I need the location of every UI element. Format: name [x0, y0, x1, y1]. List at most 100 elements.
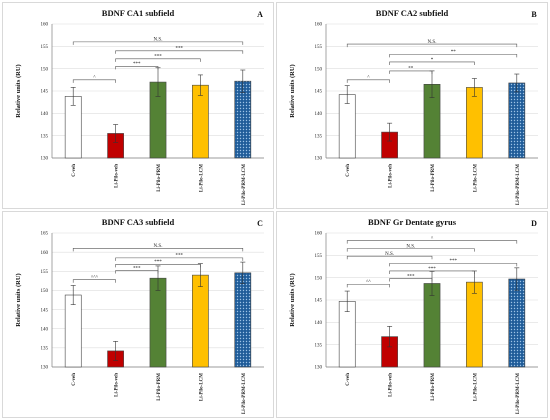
- significance-label: ^: [431, 236, 434, 241]
- y-tick-label: 155: [315, 45, 323, 50]
- bar: [508, 82, 526, 159]
- chart-frame: [276, 2, 548, 209]
- significance-label: ^: [367, 76, 370, 81]
- bar: [149, 277, 167, 368]
- bar: [234, 80, 252, 159]
- bar: [423, 283, 441, 368]
- significance-bracket: [389, 61, 475, 65]
- bar: [466, 281, 483, 368]
- y-tick-label: 140: [41, 112, 49, 117]
- significance-bracket: [115, 66, 159, 70]
- y-tick-label: 150: [41, 67, 49, 72]
- chart-title: BDNF CA2 subfield: [376, 8, 449, 18]
- chart-panel-c: 130 135 140 145 150 155 160 165 C-veh Li-Pilo-veh…: [2, 211, 274, 418]
- bar: [338, 94, 356, 159]
- y-tick-label: 155: [41, 45, 49, 50]
- significance-label: ***: [154, 55, 162, 60]
- y-tick-label: 150: [315, 276, 323, 281]
- significance-label: N.S.: [154, 38, 163, 43]
- y-tick-label: 130: [41, 157, 49, 162]
- x-category-label: Li-Pilo-LCM: [199, 164, 204, 192]
- y-tick-label: 145: [41, 308, 49, 313]
- significance-label: ***: [154, 260, 162, 265]
- significance-label: ***: [428, 267, 436, 272]
- significance-bracket: [346, 43, 518, 48]
- significance-label: *: [431, 58, 434, 63]
- y-axis-label: Relative units (RU): [289, 273, 296, 326]
- significance-bracket: [389, 54, 518, 58]
- y-tick-label: 150: [41, 289, 49, 294]
- bar: [64, 294, 82, 368]
- y-tick-label: 130: [315, 366, 323, 371]
- significance-bracket: [389, 270, 475, 274]
- chart-frame: [2, 211, 274, 418]
- panel-letter: C: [257, 219, 263, 228]
- significance-label: ***: [133, 62, 141, 67]
- bar-chart-svg: 130 135 140 145 150 155 160 C-veh Li-Pilo-veh Li-…: [276, 211, 548, 418]
- significance-label: ^: [93, 76, 96, 81]
- y-tick-label: 160: [315, 23, 323, 28]
- significance-label: ***: [407, 274, 415, 279]
- x-category-label: Li-Pilo-PRM-LCM: [242, 164, 247, 205]
- significance-bracket: [346, 248, 475, 252]
- x-category-label: C-veh: [72, 373, 77, 386]
- y-tick-label: 130: [41, 366, 49, 371]
- bar-chart-svg: 130 135 140 145 150 155 160 C-veh Li-Pilo-veh Li-…: [276, 2, 548, 209]
- x-category-label: Li-Pilo-PRM: [431, 164, 436, 192]
- y-tick-label: 160: [41, 251, 49, 256]
- significance-label: N.S.: [154, 244, 163, 249]
- y-tick-label: 145: [315, 90, 323, 95]
- significance-label: N.S.: [428, 40, 437, 45]
- panel-letter: D: [531, 219, 537, 228]
- chart-title: BDNF Gr Dentate gyrus: [368, 217, 457, 227]
- y-tick-label: 135: [315, 343, 323, 348]
- significance-bracket: [72, 248, 244, 252]
- y-tick-label: 165: [41, 232, 49, 237]
- y-tick-label: 145: [315, 299, 323, 304]
- significance-label: ^^: [366, 280, 371, 285]
- significance-bracket: [346, 240, 518, 244]
- x-category-label: Li-Pilo-PRM: [157, 373, 162, 401]
- x-category-label: Li-Pilo-PRM: [431, 373, 436, 401]
- chart-title: BDNF CA3 subfield: [102, 217, 175, 227]
- y-tick-label: 140: [315, 321, 323, 326]
- significance-bracket: [346, 255, 433, 260]
- significance-bracket: [115, 270, 159, 274]
- bar-chart-svg: 130 135 140 145 150 155 160 165 C-veh Li-Pilo-veh…: [2, 211, 274, 418]
- panel-letter: B: [531, 10, 537, 19]
- x-category-label: Li-Pilo-LCM: [473, 373, 478, 401]
- x-category-label: Li-Pilo-veh: [115, 373, 120, 397]
- chart-frame: [276, 211, 548, 418]
- x-category-label: C-veh: [346, 373, 351, 386]
- significance-bracket: [346, 79, 390, 83]
- significance-label: **: [408, 67, 414, 72]
- y-tick-label: 160: [41, 23, 49, 28]
- x-category-label: Li-Pilo-PRM-LCM: [516, 164, 521, 205]
- significance-bracket: [389, 278, 433, 282]
- x-category-label: C-veh: [346, 164, 351, 177]
- x-category-label: Li-Pilo-PRM-LCM: [242, 373, 247, 414]
- bar: [192, 274, 209, 368]
- y-tick-label: 135: [41, 134, 49, 139]
- bar-chart-svg: 130 135 140 145 150 155 160 C-veh Li-Pilo-veh Li-…: [2, 2, 274, 209]
- significance-label: ***: [133, 266, 141, 271]
- significance-bracket: [115, 50, 244, 54]
- significance-bracket: [72, 41, 244, 45]
- chart-panel-b: 130 135 140 145 150 155 160 C-veh Li-Pilo-veh Li-…: [276, 2, 548, 209]
- y-axis-label: Relative units (RU): [15, 273, 22, 326]
- x-category-label: Li-Pilo-LCM: [199, 373, 204, 401]
- significance-bracket: [115, 257, 244, 261]
- y-tick-label: 140: [315, 112, 323, 117]
- y-tick-label: 160: [315, 232, 323, 237]
- panel-letter: A: [257, 10, 263, 19]
- x-category-label: Li-Pilo-veh: [389, 373, 394, 397]
- y-tick-label: 140: [41, 327, 49, 332]
- x-category-label: Li-Pilo-PRM-LCM: [516, 373, 521, 414]
- y-axis-label: Relative units (RU): [289, 64, 296, 117]
- significance-bracket: [115, 58, 201, 62]
- significance-bracket: [72, 79, 116, 83]
- x-category-label: Li-Pilo-PRM: [157, 164, 162, 192]
- bar: [234, 272, 252, 368]
- chart-frame: [2, 2, 274, 209]
- y-tick-label: 135: [315, 134, 323, 139]
